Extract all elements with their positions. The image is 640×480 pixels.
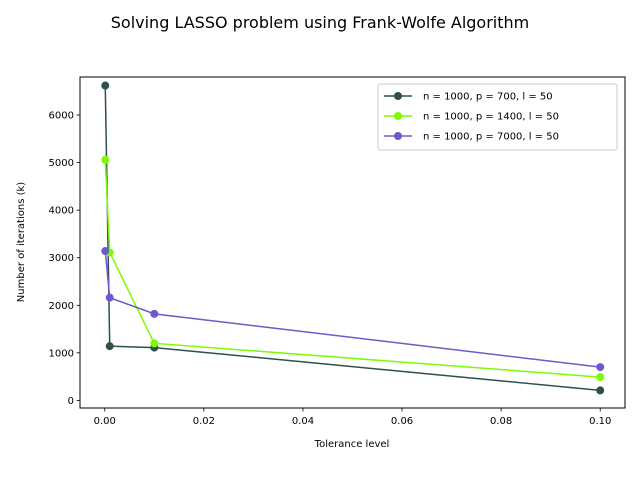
- y-axis-label: Number of iterations (k): [16, 182, 27, 302]
- legend: n = 1000, p = 700, l = 50 n = 1000, p = 1…: [377, 83, 618, 151]
- series-line-2: [104, 159, 601, 378]
- series-markers: [101, 81, 605, 395]
- data-point-series-2: [150, 339, 159, 348]
- data-point-series-1: [101, 81, 110, 90]
- x-tick-label: 0.08: [490, 416, 512, 427]
- legend-marker-2: [394, 112, 402, 120]
- legend-marker-3: [394, 132, 402, 140]
- data-point-series-1: [105, 342, 114, 351]
- legend-label-3: n = 1000, p = 7000, l = 50: [423, 132, 559, 143]
- data-point-series-3: [101, 247, 110, 256]
- y-tick-label: 6000: [49, 111, 74, 122]
- data-point-series-3: [596, 363, 605, 372]
- y-tick-label: 3000: [49, 253, 74, 264]
- x-tick-label: 0.10: [589, 416, 611, 427]
- data-point-series-3: [105, 293, 114, 302]
- data-point-series-2: [596, 373, 605, 382]
- x-tick-label: 0.00: [94, 416, 116, 427]
- y-axis: 0 1000 2000 3000 4000 5000 6000: [49, 111, 80, 407]
- plot-frame: [79, 76, 626, 409]
- legend-label-1: n = 1000, p = 700, l = 50: [423, 92, 553, 103]
- y-tick-label: 2000: [49, 301, 74, 312]
- y-tick-label: 4000: [49, 206, 74, 217]
- x-tick-label: 0.02: [193, 416, 215, 427]
- series-lines: [104, 85, 601, 392]
- x-axis: 0.00 0.02 0.04 0.06 0.08 0.10: [94, 408, 611, 427]
- legend-marker-1: [394, 92, 402, 100]
- data-point-series-2: [101, 155, 110, 164]
- y-tick-label: 1000: [49, 348, 74, 359]
- chart-title: Solving LASSO problem using Frank-Wolfe …: [111, 13, 530, 32]
- y-tick-label: 0: [68, 396, 74, 407]
- x-tick-label: 0.04: [292, 416, 314, 427]
- data-point-series-3: [150, 309, 159, 318]
- legend-label-2: n = 1000, p = 1400, l = 50: [423, 112, 559, 123]
- y-tick-label: 5000: [49, 158, 74, 169]
- x-axis-label: Tolerance level: [314, 439, 390, 450]
- legend-box: [377, 83, 618, 151]
- x-tick-label: 0.06: [391, 416, 413, 427]
- series-line-3: [104, 250, 601, 368]
- data-point-series-1: [596, 386, 605, 395]
